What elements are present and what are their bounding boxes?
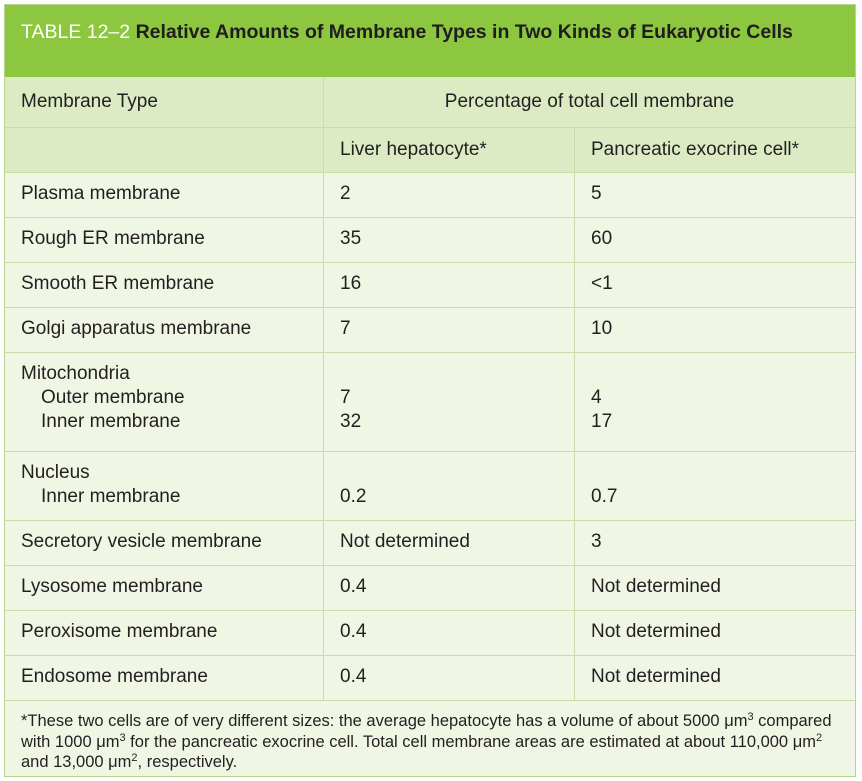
cell-pancreas-group: 4 17 xyxy=(574,353,855,451)
header-percentage-span: Percentage of total cell membrane xyxy=(323,77,855,127)
header-row-2: Liver hepatocyte* Pancreatic exocrine ce… xyxy=(5,127,855,172)
table-row: Golgi apparatus membrane 7 10 xyxy=(5,307,855,352)
table-footnote: *These two cells are of very different s… xyxy=(5,700,855,773)
subrow-label: Inner membrane xyxy=(41,411,181,432)
cell-liver-group: 0.2 xyxy=(323,452,574,520)
header-row-1: Membrane Type Percentage of total cell m… xyxy=(5,77,855,127)
membrane-table: TABLE 12–2 Relative Amounts of Membrane … xyxy=(4,4,856,777)
cell-type: Lysosome membrane xyxy=(21,576,203,597)
cell-type: Endosome membrane xyxy=(21,666,208,687)
cell-pancreas: <1 xyxy=(574,263,855,307)
cell-liver: 0.4 xyxy=(323,656,574,700)
cell-type: Golgi apparatus membrane xyxy=(21,318,252,339)
table-row: Endosome membrane 0.4 Not determined xyxy=(5,655,855,700)
cell-pancreas: 4 xyxy=(591,387,602,408)
group-label: Mitochondria xyxy=(21,363,130,384)
table-caption: Relative Amounts of Membrane Types in Tw… xyxy=(135,21,793,43)
cell-pancreas: 0.7 xyxy=(591,486,618,507)
cell-liver: 16 xyxy=(323,263,574,307)
cell-type: Smooth ER membrane xyxy=(21,273,215,294)
cell-pancreas: 17 xyxy=(591,411,613,432)
cell-liver: Not determined xyxy=(323,521,574,565)
cell-pancreas: Not determined xyxy=(574,656,855,700)
cell-pancreas: Not determined xyxy=(574,611,855,655)
cell-type: Rough ER membrane xyxy=(21,228,205,249)
table-title: TABLE 12–2 Relative Amounts of Membrane … xyxy=(5,5,855,77)
subrow-label: Inner membrane xyxy=(41,486,181,507)
subrow-label: Outer membrane xyxy=(41,387,185,408)
header-empty xyxy=(5,128,323,172)
cell-type-group: Mitochondria Outer membrane Inner membra… xyxy=(5,353,323,451)
cell-pancreas-group: 0.7 xyxy=(574,452,855,520)
cell-liver-group: 7 32 xyxy=(323,353,574,451)
cell-liver: 7 xyxy=(323,308,574,352)
cell-pancreas: 5 xyxy=(574,173,855,217)
cell-pancreas: 10 xyxy=(574,308,855,352)
table-row: Secretory vesicle membrane Not determine… xyxy=(5,520,855,565)
table-row-group: Nucleus Inner membrane 0.2 0.7 xyxy=(5,451,855,520)
header-liver: Liver hepatocyte* xyxy=(323,128,574,172)
cell-liver: 7 xyxy=(340,387,351,408)
table-row: Rough ER membrane 35 60 xyxy=(5,217,855,262)
table-grid: Membrane Type Percentage of total cell m… xyxy=(5,77,855,773)
cell-liver: 0.4 xyxy=(323,566,574,610)
table-number: TABLE 12–2 xyxy=(21,21,131,43)
cell-liver: 32 xyxy=(340,411,362,432)
cell-liver: 0.4 xyxy=(323,611,574,655)
header-membrane-type: Membrane Type xyxy=(21,91,158,112)
cell-liver: 2 xyxy=(323,173,574,217)
table-row: Smooth ER membrane 16 <1 xyxy=(5,262,855,307)
cell-liver: 35 xyxy=(323,218,574,262)
header-pancreas: Pancreatic exocrine cell* xyxy=(574,128,855,172)
cell-liver: 0.2 xyxy=(340,486,367,507)
group-label: Nucleus xyxy=(21,462,90,483)
table-row: Peroxisome membrane 0.4 Not determined xyxy=(5,610,855,655)
table-row-group: Mitochondria Outer membrane Inner membra… xyxy=(5,352,855,451)
cell-pancreas: Not determined xyxy=(574,566,855,610)
table-row: Plasma membrane 2 5 xyxy=(5,172,855,217)
cell-type: Peroxisome membrane xyxy=(21,621,218,642)
cell-type: Plasma membrane xyxy=(21,183,181,204)
cell-type: Secretory vesicle membrane xyxy=(21,531,262,552)
cell-pancreas: 3 xyxy=(574,521,855,565)
cell-type-group: Nucleus Inner membrane xyxy=(5,452,323,520)
table-row: Lysosome membrane 0.4 Not determined xyxy=(5,565,855,610)
cell-pancreas: 60 xyxy=(574,218,855,262)
